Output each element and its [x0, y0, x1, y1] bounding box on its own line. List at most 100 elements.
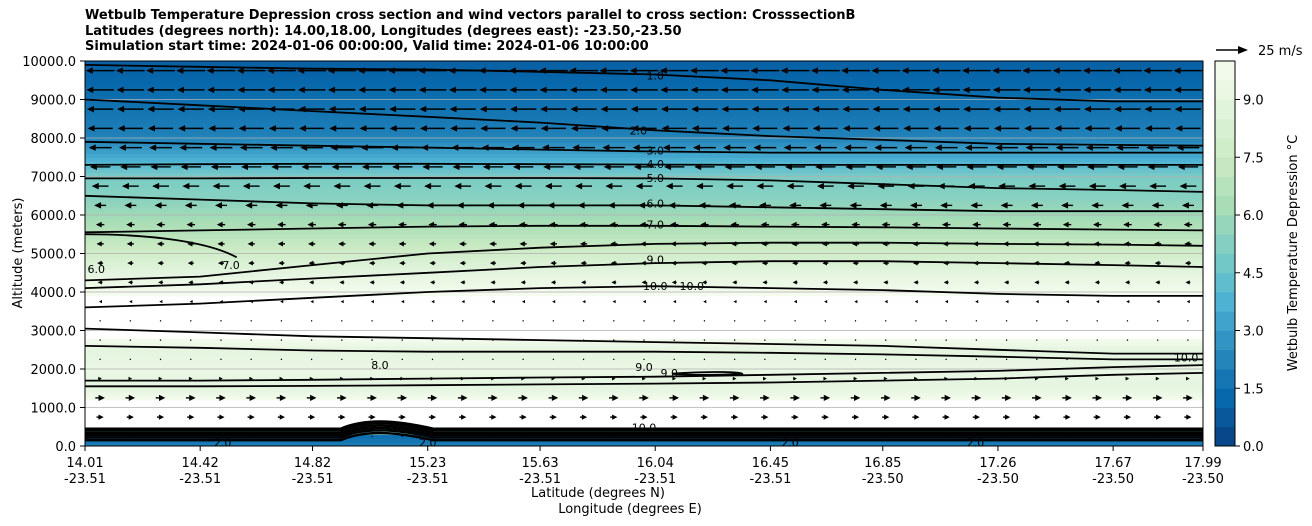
wind-vector	[670, 221, 679, 228]
wind-vector	[1176, 144, 1200, 151]
field-band	[85, 272, 1203, 278]
wind-vector-head	[449, 105, 457, 113]
wind-vector-head	[603, 163, 611, 171]
wind-vector-head	[690, 67, 698, 74]
wind-vector	[462, 339, 464, 341]
wind-vector-head	[1003, 260, 1009, 266]
wind-vector-head	[903, 125, 911, 132]
wind-vector-head	[784, 163, 792, 171]
wind-vector	[459, 241, 467, 247]
wind-vector	[1126, 320, 1129, 322]
wind-vector	[640, 414, 648, 420]
wind-vector	[670, 241, 678, 247]
wind-vector-head	[484, 182, 492, 190]
wind-vector-head	[961, 67, 969, 74]
wind-vector	[703, 435, 706, 438]
wind-vector-head	[248, 280, 253, 285]
wind-vector-head	[632, 144, 640, 151]
wind-vector-head	[733, 394, 740, 401]
chart-title-line-3: Simulation start time: 2024-01-06 00:00:…	[85, 39, 649, 54]
wind-vector-head	[1028, 182, 1036, 190]
wind-vector-dot	[1096, 358, 1098, 361]
wind-vector-head	[309, 376, 314, 381]
wind-vector-head	[150, 163, 158, 171]
wind-vector-dot	[885, 435, 887, 438]
wind-vector-head	[842, 125, 850, 132]
wind-vector-head	[1052, 67, 1060, 74]
wind-vector	[426, 202, 439, 209]
wind-vector-head	[640, 241, 646, 247]
wind-vector	[207, 86, 235, 94]
field-band	[85, 157, 1203, 162]
wind-vector	[975, 435, 978, 438]
wind-vector	[481, 144, 505, 151]
wind-vector	[613, 435, 615, 438]
wind-vector-dot	[371, 339, 373, 341]
wind-vector-head	[1184, 241, 1190, 247]
wind-vector-head	[813, 144, 821, 151]
wind-vector-head	[1124, 260, 1130, 266]
wind-vector-head	[793, 414, 799, 420]
wind-vector-head	[238, 125, 246, 132]
wind-vector	[238, 125, 264, 132]
wind-vector-dot	[310, 320, 313, 322]
wind-vector-head	[310, 299, 314, 304]
wind-vector-dot	[643, 358, 645, 361]
field-band	[85, 268, 1203, 274]
wind-vector-dot	[250, 320, 252, 322]
wind-vector-head	[159, 299, 163, 304]
wind-vector-dot	[159, 339, 162, 341]
wind-vector-dot	[341, 339, 343, 341]
wind-vector-head	[1184, 260, 1190, 266]
wind-vector	[480, 125, 506, 132]
colorbar-segment	[1215, 330, 1235, 351]
wind-vector-head	[702, 280, 707, 285]
wind-vector-head	[932, 105, 940, 113]
wind-vector	[793, 299, 797, 304]
wind-vector-head	[1035, 299, 1039, 304]
wind-vector-dot	[310, 435, 313, 438]
wind-vector-head	[966, 163, 974, 171]
wind-vector-head	[1155, 376, 1160, 381]
wind-vector-head	[1143, 67, 1151, 74]
wind-vector-head	[703, 299, 707, 304]
wind-vector	[760, 221, 770, 228]
wind-vector-dot	[915, 435, 917, 438]
wind-vector-head	[974, 394, 982, 401]
wind-vector-head	[308, 241, 314, 247]
x-tick-label-latitude: 15.23	[409, 456, 446, 471]
wind-vector	[369, 260, 376, 266]
wind-vector	[341, 339, 343, 341]
wind-vector-head	[214, 202, 222, 209]
wind-vector-dot	[522, 320, 524, 322]
wind-vector	[975, 320, 978, 322]
wind-vector	[1126, 435, 1129, 438]
wind-vector	[431, 299, 435, 304]
wind-vector-head	[875, 163, 883, 171]
wind-vector	[1036, 320, 1038, 322]
field-band	[85, 288, 1203, 293]
wind-vector-dot	[462, 320, 464, 322]
wind-vector	[331, 163, 353, 171]
wind-vector	[671, 260, 678, 266]
wind-vector-dot	[854, 358, 857, 361]
wind-vector-head	[88, 144, 96, 151]
y-tick-label: 9000.0	[31, 94, 77, 109]
wind-vector	[579, 414, 588, 420]
wind-vector-dot	[582, 435, 585, 438]
wind-vector	[549, 221, 558, 228]
wind-vector	[720, 67, 750, 74]
wind-vector-head	[512, 163, 520, 171]
wind-vector	[613, 358, 615, 361]
wind-vector	[217, 414, 225, 420]
wind-vector	[754, 163, 776, 171]
wind-vector	[643, 339, 645, 341]
wind-vector-dot	[764, 339, 766, 341]
colorbar-segment	[1215, 369, 1235, 389]
wind-vector	[310, 320, 313, 322]
wind-vector	[915, 358, 917, 361]
wind-vector-head	[309, 414, 316, 420]
wind-vector-head	[638, 202, 645, 209]
wind-vector-head	[974, 376, 979, 381]
wind-vector	[267, 86, 296, 94]
